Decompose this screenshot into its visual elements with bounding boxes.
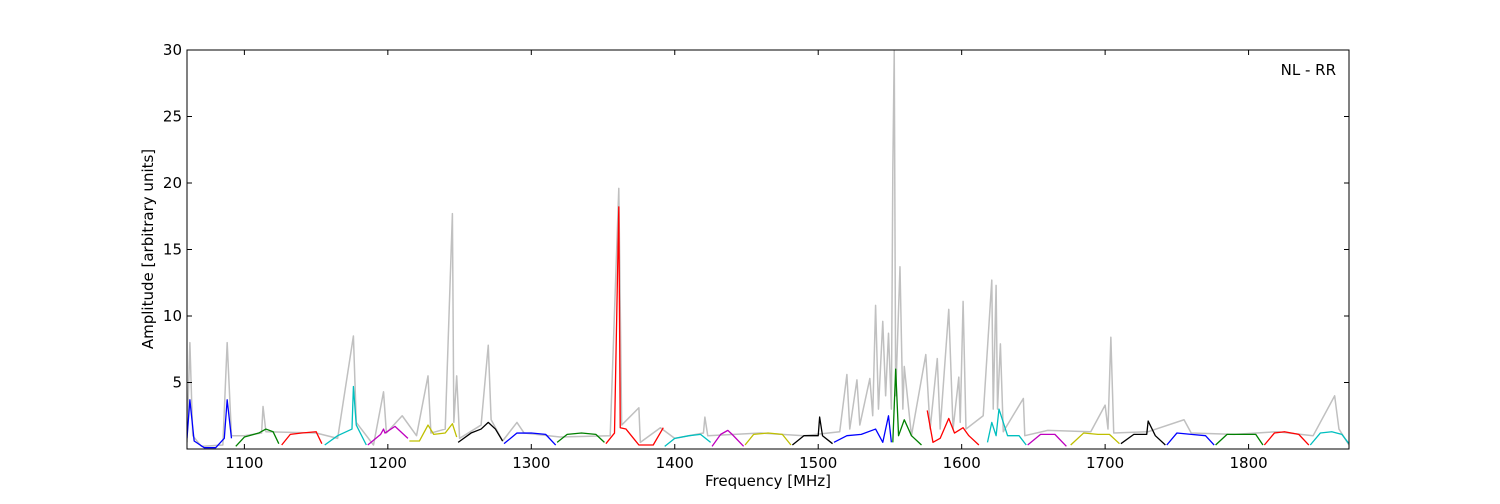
series-line bbox=[324, 385, 367, 446]
series-line bbox=[744, 432, 792, 446]
series-line bbox=[281, 431, 323, 446]
series-line bbox=[892, 368, 922, 446]
series-line bbox=[664, 433, 712, 447]
y-tick-label: 30 bbox=[163, 41, 182, 59]
annotation: NL - RR bbox=[1281, 61, 1336, 79]
x-tick-label: 1100 bbox=[225, 454, 263, 472]
series-line bbox=[1263, 431, 1310, 446]
x-tick-label: 1400 bbox=[656, 454, 694, 472]
x-tick-label: 1300 bbox=[512, 454, 550, 472]
x-tick-label: 1500 bbox=[799, 454, 837, 472]
x-axis-label: Frequency [MHz] bbox=[705, 472, 831, 490]
y-tick-label: 5 bbox=[172, 374, 182, 392]
x-tick-label: 1800 bbox=[1229, 454, 1267, 472]
series-line bbox=[605, 206, 664, 446]
x-tick-label: 1600 bbox=[943, 454, 981, 472]
series-line bbox=[1309, 431, 1349, 446]
series-line bbox=[457, 421, 504, 443]
x-tick-label: 1700 bbox=[1086, 454, 1124, 472]
series-line bbox=[1027, 433, 1067, 447]
series-line bbox=[367, 425, 409, 446]
y-axis-label: Amplitude [arbitrary units] bbox=[139, 149, 157, 349]
series-line bbox=[187, 399, 233, 449]
y-tick-label: 25 bbox=[163, 108, 182, 126]
y-tick-label: 10 bbox=[163, 307, 182, 325]
series-line bbox=[235, 428, 280, 447]
series-line bbox=[833, 415, 893, 443]
series-line bbox=[711, 429, 745, 447]
y-tick-label: 20 bbox=[163, 174, 182, 192]
series-line bbox=[556, 432, 605, 443]
series-line bbox=[503, 432, 557, 446]
series-line bbox=[1070, 432, 1120, 446]
series-line bbox=[1166, 432, 1215, 446]
series-line bbox=[986, 408, 1027, 446]
plot-lines bbox=[187, 50, 1349, 449]
series-line bbox=[791, 416, 833, 446]
series-line bbox=[409, 423, 458, 442]
y-tick-label: 15 bbox=[163, 241, 182, 259]
plot-frame bbox=[186, 49, 1350, 450]
x-tick-label: 1200 bbox=[369, 454, 407, 472]
series-line bbox=[1120, 420, 1166, 446]
series-line bbox=[1215, 433, 1264, 446]
series-line bbox=[926, 410, 980, 446]
series-line bbox=[187, 50, 1349, 448]
